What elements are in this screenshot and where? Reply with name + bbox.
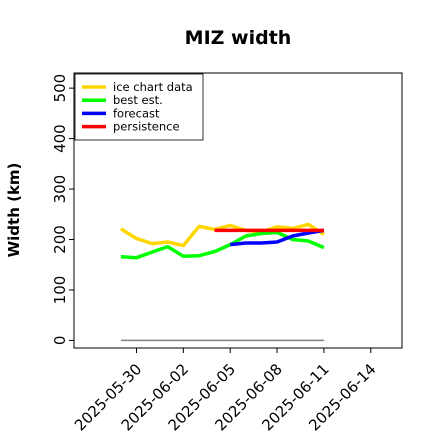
legend-label-persistence: persistence [113,120,180,134]
chart-title: MIZ width [185,27,292,49]
legend-label-forecast: forecast [113,106,160,120]
y-tick-label: 200 [51,225,69,254]
y-axis-ticks: 0 100 200 300 400 500 [51,74,74,345]
legend-label-best-est: best est. [113,93,163,107]
legend-label-ice-chart-data: ice chart data [113,80,193,94]
y-tick-label: 300 [51,175,69,204]
plot-frame [73,72,403,349]
y-tick-label: 400 [51,124,69,153]
y-tick-label: 100 [51,276,69,305]
legend-box [74,73,204,141]
y-axis-label: Width (km) [5,163,23,258]
series-line-forecast [230,228,325,247]
y-tick-label: 500 [51,74,69,103]
series-layer [119,222,325,342]
x-axis-ticks: 2025-05-302025-06-022025-06-052025-06-08… [71,348,380,434]
series-line-ice-chart-data [119,222,325,248]
y-tick-label: 0 [51,336,69,346]
